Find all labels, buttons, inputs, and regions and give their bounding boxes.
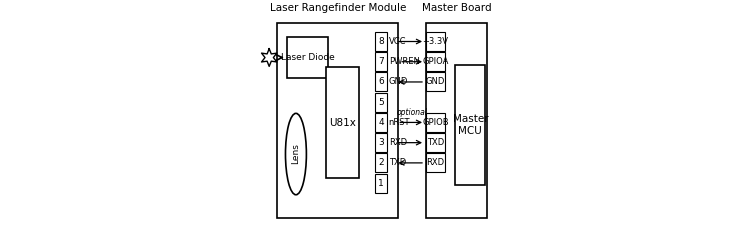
Bar xyxy=(286,37,328,79)
Text: 8: 8 xyxy=(378,37,384,46)
Text: GPIOB: GPIOB xyxy=(422,118,448,127)
Text: 5: 5 xyxy=(378,98,384,107)
Text: Master Board: Master Board xyxy=(422,3,491,13)
Bar xyxy=(374,133,387,152)
Text: RXD: RXD xyxy=(388,138,406,147)
Bar xyxy=(374,52,387,71)
Bar xyxy=(374,174,387,193)
Bar xyxy=(426,133,445,152)
Text: VCC: VCC xyxy=(388,37,406,46)
Text: GND: GND xyxy=(388,77,408,86)
Text: U81x: U81x xyxy=(329,118,356,128)
Bar xyxy=(426,113,445,132)
Text: Laser Rangefinder Module: Laser Rangefinder Module xyxy=(269,3,406,13)
Text: Lens: Lens xyxy=(292,144,301,164)
Bar xyxy=(374,113,387,132)
Text: 2: 2 xyxy=(378,159,384,167)
Bar xyxy=(326,67,358,178)
Text: GND: GND xyxy=(426,77,445,86)
Bar xyxy=(426,52,445,71)
Bar xyxy=(426,153,445,172)
Text: PWREN: PWREN xyxy=(388,57,419,66)
Text: TXD: TXD xyxy=(427,138,444,147)
Bar xyxy=(426,32,445,51)
Text: 3: 3 xyxy=(378,138,384,147)
Bar xyxy=(426,23,487,218)
Text: Laser Diode: Laser Diode xyxy=(280,53,334,62)
Text: nRST: nRST xyxy=(388,118,410,127)
Text: TXD: TXD xyxy=(388,159,406,167)
Bar xyxy=(374,93,387,112)
Ellipse shape xyxy=(286,113,307,195)
Bar xyxy=(374,153,387,172)
Bar xyxy=(455,64,485,185)
Text: Master
MCU: Master MCU xyxy=(452,114,488,136)
Bar xyxy=(426,72,445,91)
Text: 1: 1 xyxy=(378,179,384,188)
Text: RXD: RXD xyxy=(427,159,445,167)
Text: 7: 7 xyxy=(378,57,384,66)
Bar xyxy=(278,23,398,218)
Bar xyxy=(374,32,387,51)
Text: +3.3V: +3.3V xyxy=(422,37,448,46)
Text: 6: 6 xyxy=(378,77,384,86)
Text: 4: 4 xyxy=(378,118,384,127)
Bar xyxy=(374,72,387,91)
Text: optional: optional xyxy=(396,108,427,117)
Text: GPIOA: GPIOA xyxy=(422,57,448,66)
